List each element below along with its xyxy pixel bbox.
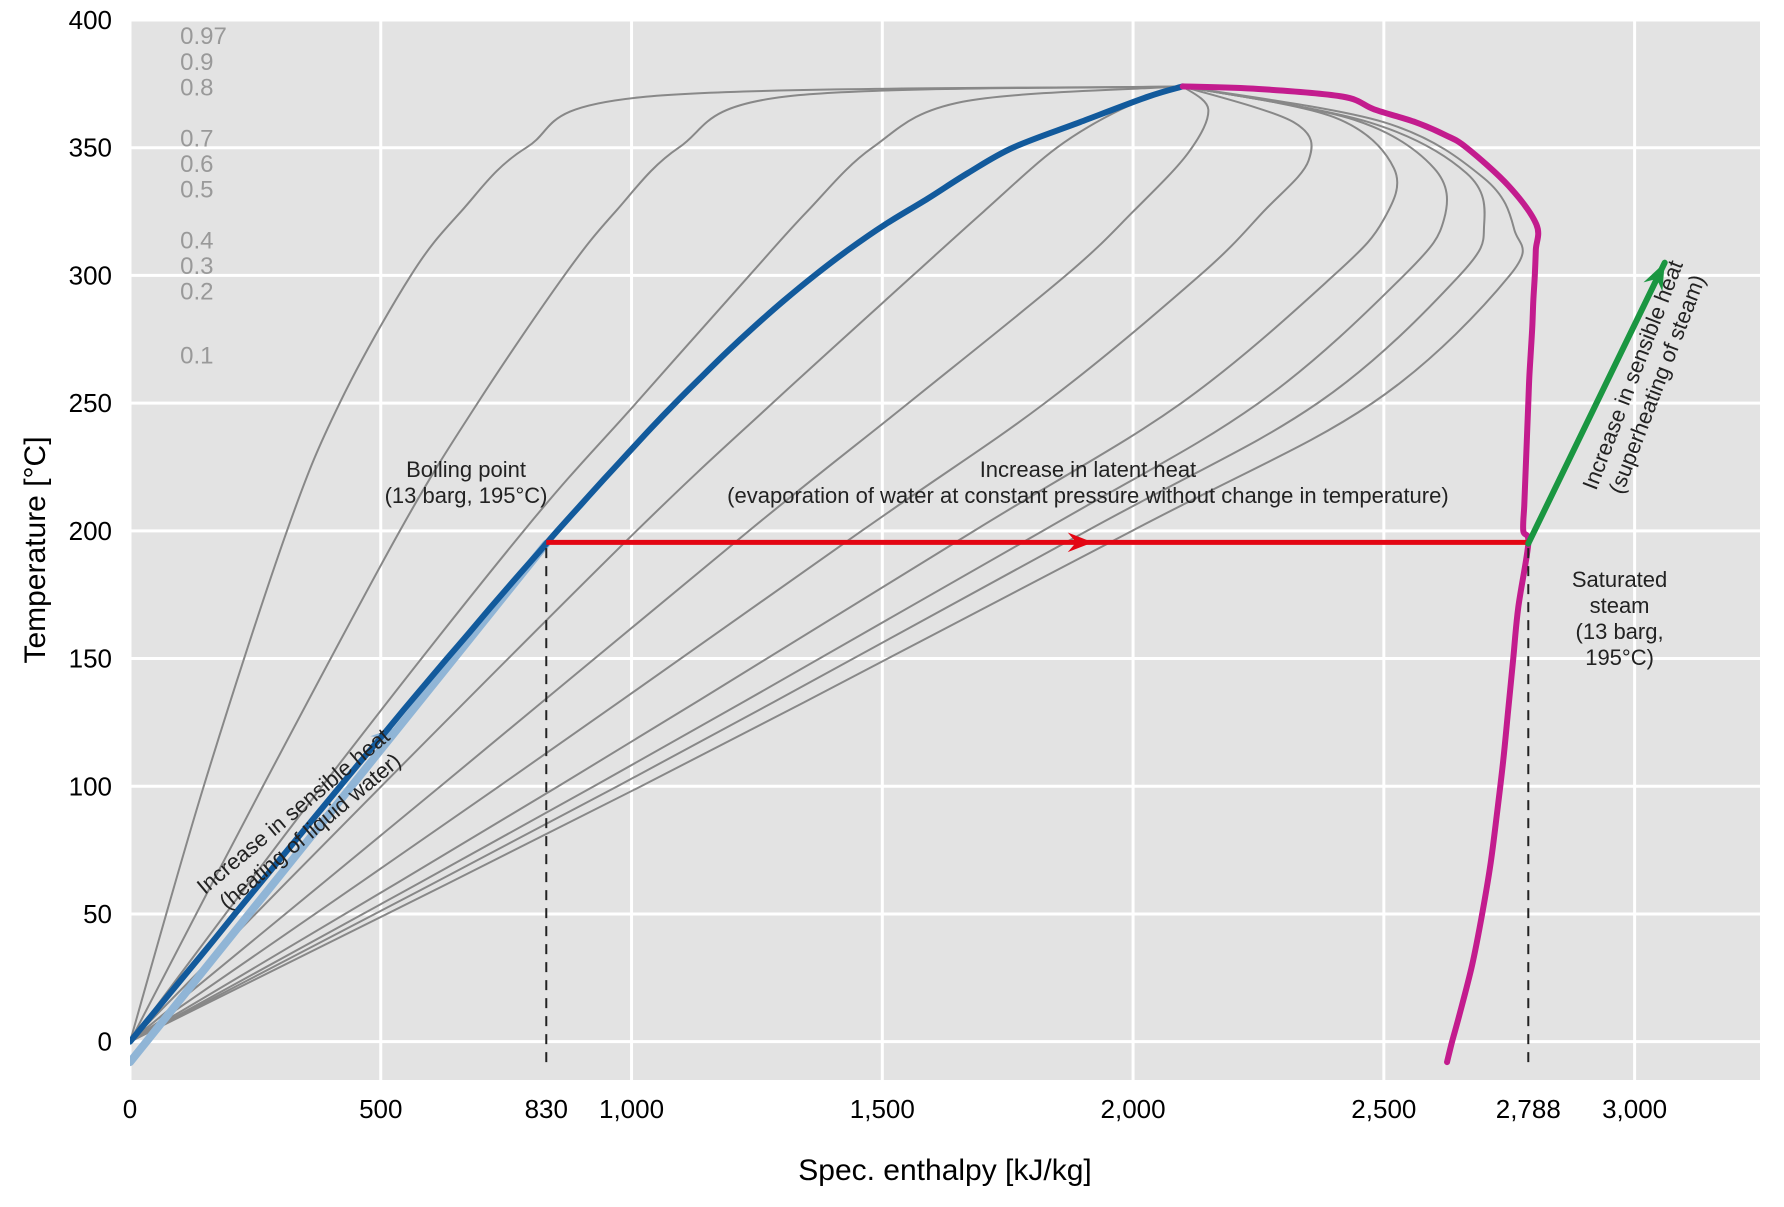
- quality-label: 0.4: [180, 228, 213, 255]
- y-tick-label: 350: [69, 133, 112, 163]
- th-diagram: 0.970.90.80.70.60.50.40.30.20.105001,000…: [0, 0, 1784, 1207]
- x-extra-tick-label: 2,788: [1496, 1094, 1561, 1124]
- y-tick-label: 0: [98, 1027, 112, 1057]
- y-tick-label: 400: [69, 5, 112, 35]
- x-tick-label: 2,000: [1101, 1094, 1166, 1124]
- chart-svg: 0.970.90.80.70.60.50.40.30.20.105001,000…: [0, 0, 1784, 1207]
- y-tick-label: 150: [69, 644, 112, 674]
- quality-label: 0.97: [180, 23, 227, 50]
- y-tick-label: 250: [69, 388, 112, 418]
- quality-label: 0.5: [180, 176, 213, 203]
- boiling-point-label: Boiling point(13 barg, 195°C): [385, 457, 548, 508]
- x-tick-label: 2,500: [1351, 1094, 1416, 1124]
- y-axis-title: Temperature [°C]: [19, 436, 52, 663]
- quality-label: 0.3: [180, 253, 213, 280]
- x-tick-label: 1,500: [850, 1094, 915, 1124]
- y-tick-label: 200: [69, 516, 112, 546]
- x-tick-label: 3,000: [1602, 1094, 1667, 1124]
- quality-label: 0.2: [180, 279, 213, 306]
- x-tick-label: 1,000: [599, 1094, 664, 1124]
- x-axis-title: Spec. enthalpy [kJ/kg]: [798, 1154, 1092, 1187]
- y-tick-label: 50: [83, 899, 112, 929]
- saturated-steam-label: Saturatedsteam(13 barg,195°C): [1572, 567, 1667, 670]
- quality-label: 0.9: [180, 49, 213, 76]
- quality-label: 0.7: [180, 125, 213, 152]
- quality-label: 0.6: [180, 151, 213, 178]
- quality-label: 0.1: [180, 343, 213, 370]
- y-tick-label: 100: [69, 771, 112, 801]
- y-tick-label: 300: [69, 260, 112, 290]
- x-extra-tick-label: 830: [525, 1094, 568, 1124]
- quality-label: 0.8: [180, 74, 213, 101]
- x-tick-label: 500: [359, 1094, 402, 1124]
- x-tick-label: 0: [123, 1094, 137, 1124]
